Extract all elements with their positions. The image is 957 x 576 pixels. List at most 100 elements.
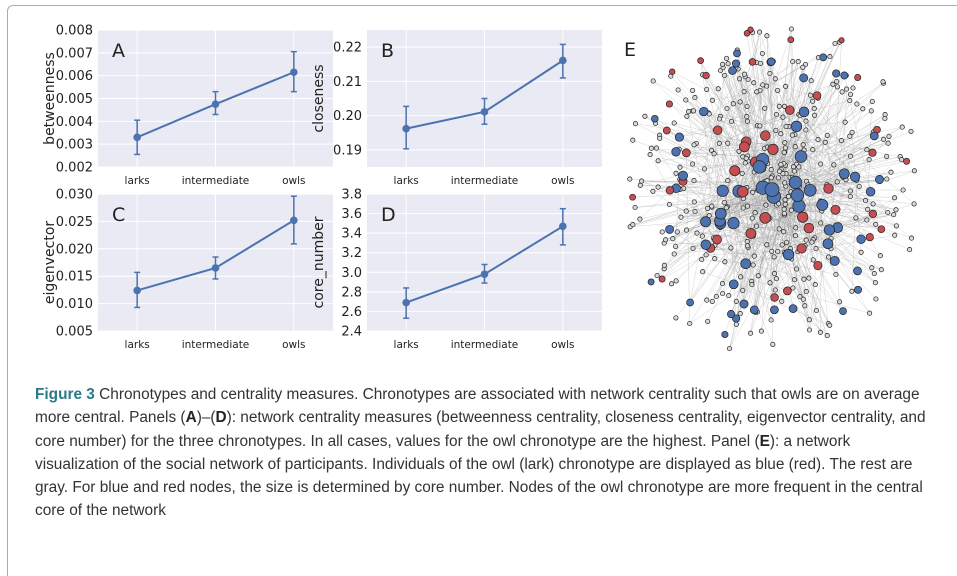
network-node-other — [758, 328, 764, 334]
network-node-other — [803, 289, 809, 295]
network-node-other — [757, 29, 763, 35]
network-node-lark — [785, 105, 795, 115]
network-node-other — [808, 78, 814, 84]
network-node-other — [779, 242, 785, 248]
network-node-other — [705, 318, 711, 324]
network-node-lark — [662, 126, 671, 135]
network-node-lark — [803, 222, 815, 234]
panel-a-group: 0.002 0.003 0.004 0.005 0.006 0.007 0.008 larks… — [42, 24, 333, 187]
network-node-other — [782, 140, 788, 146]
panel-d-ytick-label: 2.8 — [341, 285, 362, 300]
network-node-lark — [665, 186, 675, 195]
network-node-other — [719, 281, 726, 287]
network-node-other — [776, 168, 783, 174]
network-node-owl — [819, 53, 828, 62]
network-node-other — [891, 195, 898, 201]
network-node-other — [722, 259, 728, 265]
panel-e-letter: E — [624, 39, 636, 61]
network-node-other — [700, 269, 706, 275]
network-node-other — [753, 223, 760, 229]
network-node-other — [847, 188, 853, 194]
network-node-other — [712, 256, 718, 262]
panel-a-data-point — [211, 100, 220, 109]
network-node-other — [690, 245, 696, 251]
network-node-lark — [813, 260, 823, 271]
network-node-owl — [865, 187, 876, 197]
network-node-owl — [788, 175, 803, 190]
network-node-lark — [681, 148, 691, 158]
panel-a-ylabel: betweenness — [42, 52, 58, 145]
network-node-other — [752, 210, 758, 216]
network-node-other — [782, 180, 788, 186]
panel-c-data-point — [211, 264, 220, 272]
network-node-other — [690, 108, 697, 114]
network-node-other — [775, 175, 781, 181]
network-node-other — [832, 40, 838, 47]
panel-c-group: 0.005 0.010 0.015 0.020 0.025 0.030 larks inter… — [42, 188, 333, 351]
network-node-lark — [767, 143, 779, 155]
network-node-lark — [830, 204, 841, 215]
panel-a-ytick-label: 0.008 — [56, 24, 93, 39]
network-node-other — [740, 287, 746, 293]
network-node-other — [749, 282, 755, 288]
network-node-other — [692, 95, 698, 101]
network-node-other — [790, 58, 796, 65]
network-node-other — [776, 103, 782, 109]
network-node-other — [744, 118, 750, 124]
network-node-other — [764, 33, 770, 39]
network-node-other — [709, 97, 715, 103]
panel-a-xtick-label: larks — [125, 175, 150, 187]
panel-d-ytick-label: 3.0 — [341, 266, 362, 281]
network-node-owl — [764, 182, 780, 197]
network-node-other — [809, 239, 815, 245]
network-node-other — [767, 280, 773, 286]
network-node-other — [800, 296, 806, 302]
network-node-other — [893, 207, 899, 213]
network-node-owl — [840, 71, 849, 80]
network-node-other — [773, 127, 779, 133]
panel-a-xtick-label: owls — [282, 175, 305, 187]
network-node-other — [803, 118, 809, 124]
network-node-owl — [875, 175, 884, 184]
network-node-other — [674, 229, 680, 235]
network-node-lark — [783, 286, 792, 296]
network-node-other — [834, 78, 840, 85]
network-node-other — [762, 105, 768, 111]
network-node-other — [754, 89, 760, 95]
network-node-other — [747, 330, 754, 336]
panel-b-letter: B — [381, 40, 394, 62]
network-node-other — [757, 123, 763, 129]
network-node-other — [867, 310, 873, 316]
network-node-other — [781, 229, 787, 235]
network-node-other — [725, 178, 731, 184]
network-node-other — [781, 149, 787, 155]
network-node-lark — [760, 130, 771, 141]
network-node-owl — [798, 106, 810, 118]
network-node-other — [760, 82, 766, 88]
network-node-other — [793, 266, 800, 272]
network-node-other — [750, 189, 756, 195]
network-node-other — [692, 208, 698, 215]
network-node-other — [742, 160, 748, 166]
network-node-other — [771, 271, 777, 277]
panel-b-data-point — [480, 108, 489, 116]
network-node-lark — [665, 100, 673, 108]
network-node-other — [724, 55, 730, 61]
network-node-other — [726, 345, 733, 352]
network-node-other — [884, 153, 890, 159]
network-node-other — [856, 183, 862, 189]
network-node-other — [780, 171, 786, 177]
network-node-other — [709, 298, 715, 304]
caption-text: Chronotypes and centrality measures. Chr… — [35, 386, 920, 427]
network-node-other — [772, 76, 778, 82]
figure-frame — [7, 5, 957, 576]
panel-d-ytick-label: 2.6 — [341, 305, 362, 320]
network-node-owl — [727, 310, 736, 319]
network-node-other — [907, 247, 913, 253]
network-node-lark — [787, 36, 795, 44]
network-node-other — [849, 288, 855, 294]
network-node-other — [869, 265, 875, 271]
network-node-lark — [854, 74, 862, 81]
network-node-owl — [728, 66, 737, 75]
network-node-other — [694, 230, 700, 236]
